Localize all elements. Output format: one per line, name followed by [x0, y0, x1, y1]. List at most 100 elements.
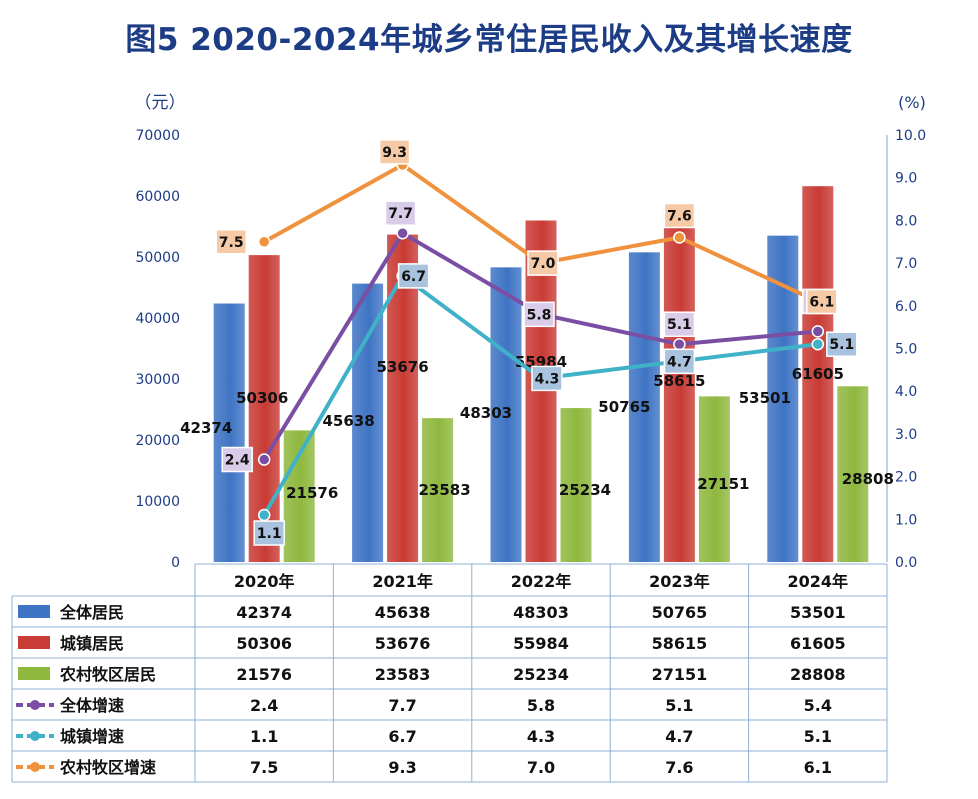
line-label-box — [253, 520, 285, 546]
right-tick-label: 8.0 — [895, 213, 917, 229]
bar-2-2022年 — [525, 220, 557, 562]
bar-value-label: 45638 — [323, 412, 375, 430]
bar-value-label: 42374 — [180, 419, 232, 437]
line-label-box — [221, 446, 253, 473]
line-point — [811, 337, 825, 351]
table-cell: 50306 — [236, 634, 292, 653]
table-cell: 5.4 — [804, 696, 832, 715]
line-value-label: 5.1 — [667, 317, 692, 333]
left-axis-unit: （元） — [135, 93, 186, 113]
bar-value-label: 53501 — [739, 389, 791, 407]
table-cell: 1.1 — [250, 727, 278, 746]
bar-3-2021年 — [422, 418, 454, 562]
legend-key-农村牧区居民 — [18, 667, 50, 680]
left-tick-label: 60000 — [135, 189, 180, 205]
table-header-cell: 2024年 — [788, 572, 849, 591]
table-cell: 28808 — [790, 665, 846, 684]
legend-key-marker — [30, 762, 40, 772]
line-point — [673, 231, 686, 244]
left-tick-label: 40000 — [135, 311, 180, 327]
line-value-label: 2.4 — [225, 453, 250, 469]
table-cell: 9.3 — [388, 758, 416, 777]
table-cell: 48303 — [513, 603, 569, 622]
bar-1-2023年 — [628, 252, 660, 562]
line-point — [257, 235, 271, 248]
bar-value-label: 27151 — [697, 475, 749, 493]
line-label-box — [527, 250, 559, 276]
line-label-box — [826, 331, 858, 357]
left-tick-label: 30000 — [135, 372, 180, 388]
table-header-cell: 2022年 — [511, 572, 572, 591]
right-tick-label: 1.0 — [895, 512, 917, 528]
legend-key-marker — [30, 731, 40, 741]
bar-value-label: 23583 — [419, 481, 471, 499]
table-header-cell: 2023年 — [649, 572, 710, 591]
line-point — [257, 508, 271, 522]
right-tick-label: 3.0 — [895, 427, 917, 443]
line-point — [396, 226, 409, 240]
table-row-label: 城镇增速 — [60, 727, 124, 746]
line-value-label: 6.1 — [809, 295, 834, 311]
right-tick-label: 0.0 — [895, 555, 917, 571]
bar-2-2024年 — [802, 186, 834, 562]
left-tick-label: 50000 — [135, 250, 180, 266]
bar-3-2022年 — [560, 408, 592, 562]
table-cell: 7.0 — [527, 758, 555, 777]
line-value-label: 6.7 — [401, 269, 426, 285]
right-tick-label: 7.0 — [895, 256, 917, 272]
line-label-box — [806, 288, 838, 315]
legend-key-marker — [30, 700, 40, 710]
right-tick-label: 5.0 — [895, 342, 917, 358]
bar-value-label: 50306 — [236, 389, 288, 407]
table-cell: 58615 — [652, 634, 708, 653]
table-header-cell: 2020年 — [234, 572, 295, 591]
line-point — [257, 453, 271, 466]
line-value-label: 7.5 — [219, 235, 244, 251]
line-value-label: 4.7 — [667, 354, 692, 370]
bar-1-2020年 — [213, 303, 245, 562]
bar-value-label: 21576 — [286, 484, 338, 502]
bar-value-label: 50765 — [598, 398, 650, 416]
legend-key-全体居民 — [18, 605, 50, 618]
table-cell: 53501 — [790, 603, 846, 622]
line-value-label: 7.0 — [531, 256, 556, 272]
left-tick-label: 20000 — [135, 433, 180, 449]
line-point — [673, 337, 686, 351]
table-cell: 21576 — [236, 665, 292, 684]
table-row-label: 农村牧区增速 — [59, 758, 156, 777]
table-cell: 5.1 — [804, 727, 832, 746]
line-value-label: 9.3 — [382, 145, 407, 161]
table-row-label: 全体居民 — [59, 603, 124, 622]
line-value-label: 1.1 — [257, 526, 282, 542]
bar-2-2021年 — [387, 234, 419, 562]
line-label-box — [663, 202, 696, 229]
bar-2-2023年 — [663, 204, 695, 563]
bar-value-label: 28808 — [842, 470, 894, 488]
line-label-box — [531, 365, 563, 392]
legend-key-城镇居民 — [18, 636, 50, 649]
table-cell: 5.1 — [665, 696, 693, 715]
line-label-box — [523, 301, 555, 328]
line-point — [811, 325, 825, 338]
bar-value-label: 61605 — [792, 365, 844, 383]
bar-3-2023年 — [698, 396, 730, 562]
table-cell: 27151 — [652, 665, 708, 684]
table-cell: 42374 — [236, 603, 292, 622]
bar-1-2021年 — [352, 283, 384, 562]
table-cell: 7.7 — [388, 696, 416, 715]
line-value-label: 5.8 — [527, 307, 552, 323]
line-label-box — [397, 263, 430, 289]
right-tick-label: 10.0 — [895, 128, 926, 144]
line-label-box — [663, 311, 696, 337]
bar-value-label: 58615 — [653, 372, 705, 390]
right-tick-label: 2.0 — [895, 470, 917, 486]
right-tick-label: 9.0 — [895, 171, 917, 187]
line-value-label: 4.3 — [535, 371, 560, 387]
table-cell: 25234 — [513, 665, 569, 684]
table-header-cell: 2021年 — [372, 572, 433, 591]
table-row-label: 城镇居民 — [60, 634, 124, 653]
table-cell: 55984 — [513, 634, 569, 653]
table-cell: 6.1 — [804, 758, 832, 777]
line-label-box — [663, 348, 696, 375]
